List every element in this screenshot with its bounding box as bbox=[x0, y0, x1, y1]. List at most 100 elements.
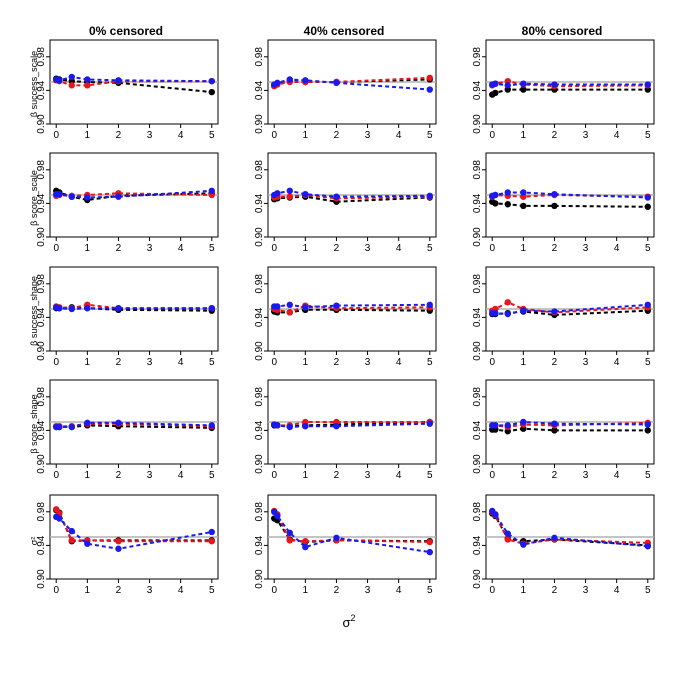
x-tick-label: 3 bbox=[583, 470, 589, 481]
x-tick-label: 0 bbox=[53, 357, 59, 368]
data-point-blue bbox=[426, 192, 433, 200]
x-tick-label: 3 bbox=[365, 470, 371, 481]
panel-beta-score-scale-0-censored: 0 1 2 3 4 5 0.90 0.94 0.98 bbox=[36, 152, 219, 254]
data-point-blue bbox=[68, 305, 75, 313]
series-line-black bbox=[273, 517, 430, 544]
x-tick-label: 0 bbox=[53, 470, 59, 481]
data-point-blue bbox=[68, 73, 75, 81]
data-point-black bbox=[492, 200, 499, 207]
y-tick-label: 0.90 bbox=[36, 114, 47, 134]
data-point-blue bbox=[56, 77, 63, 84]
data-point-blue bbox=[84, 194, 91, 201]
y-tick-label: 0.98 bbox=[472, 160, 483, 180]
x-tick-label: 2 bbox=[116, 357, 122, 368]
data-point-blue bbox=[492, 511, 499, 518]
data-point-blue bbox=[56, 515, 63, 522]
y-tick-label: 0.98 bbox=[254, 47, 265, 67]
data-point-blue bbox=[56, 423, 63, 431]
x-tick-label: 4 bbox=[614, 243, 620, 254]
x-tick-label: 3 bbox=[583, 130, 589, 141]
x-tick-label: 1 bbox=[85, 130, 91, 141]
y-tick-label: 0.98 bbox=[472, 387, 483, 407]
x-tick-label: 5 bbox=[645, 470, 651, 481]
data-point-blue bbox=[115, 193, 122, 200]
data-point-blue bbox=[274, 79, 281, 87]
data-point-black bbox=[208, 88, 215, 96]
y-tick-label: 0.90 bbox=[254, 454, 265, 474]
x-tick-label: 4 bbox=[396, 470, 402, 481]
data-point-black bbox=[644, 203, 651, 210]
y-tick-label: 0.94 bbox=[254, 535, 265, 555]
y-tick-label: 0.90 bbox=[36, 227, 47, 247]
x-axis-label-base: σ bbox=[342, 615, 350, 630]
data-point-blue bbox=[551, 308, 558, 315]
series-line-blue bbox=[273, 511, 430, 554]
x-tick-label: 3 bbox=[147, 585, 153, 596]
data-point-blue bbox=[302, 190, 309, 198]
y-tick-label: 0.94 bbox=[36, 535, 47, 555]
data-point-blue bbox=[644, 194, 651, 201]
y-tick-label: 0.98 bbox=[472, 47, 483, 67]
x-tick-label: 3 bbox=[365, 585, 371, 596]
data-point-blue bbox=[208, 77, 215, 85]
data-point-black bbox=[551, 427, 558, 434]
panel-beta-success-scale-80-censored: 0 1 2 3 4 5 0.90 0.94 0.98 bbox=[472, 39, 655, 141]
y-tick-label: 0.98 bbox=[36, 160, 47, 180]
data-point-blue bbox=[302, 77, 309, 84]
x-tick-label: 2 bbox=[116, 243, 122, 254]
data-point-blue bbox=[333, 79, 340, 87]
panel-sigma-squared-80-censored: 0 1 2 3 4 5 0.90 0.94 0.98 bbox=[472, 494, 655, 596]
y-tick-label: 0.90 bbox=[472, 227, 483, 247]
row-label-beta-success-shape: β success_shape bbox=[29, 276, 39, 346]
x-tick-label: 4 bbox=[614, 585, 620, 596]
x-tick-label: 1 bbox=[521, 470, 527, 481]
data-point-red bbox=[84, 82, 91, 89]
data-point-blue bbox=[644, 81, 651, 88]
x-tick-label: 1 bbox=[303, 470, 309, 481]
x-tick-label: 4 bbox=[614, 357, 620, 368]
x-tick-label: 4 bbox=[178, 470, 184, 481]
data-point-red bbox=[286, 193, 293, 200]
x-tick-label: 2 bbox=[552, 585, 558, 596]
y-tick-label: 0.98 bbox=[472, 274, 483, 294]
x-tick-label: 3 bbox=[365, 130, 371, 141]
x-tick-label: 2 bbox=[334, 585, 340, 596]
x-tick-label: 5 bbox=[209, 130, 215, 141]
x-tick-label: 4 bbox=[178, 130, 184, 141]
y-tick-label: 0.90 bbox=[472, 114, 483, 134]
data-point-red bbox=[115, 538, 122, 545]
y-tick-label: 0.94 bbox=[36, 193, 47, 213]
data-point-blue bbox=[520, 80, 527, 87]
data-point-blue bbox=[333, 302, 340, 309]
x-axis-label-superscript: 2 bbox=[351, 613, 356, 623]
data-point-red bbox=[286, 309, 293, 316]
y-tick-label: 0.94 bbox=[254, 193, 265, 213]
x-tick-label: 2 bbox=[334, 357, 340, 368]
y-tick-label: 0.90 bbox=[254, 227, 265, 247]
x-tick-label: 4 bbox=[178, 585, 184, 596]
x-tick-label: 2 bbox=[552, 470, 558, 481]
data-point-blue bbox=[520, 307, 527, 314]
series-line-black bbox=[492, 427, 648, 433]
panel-sigma-squared-0-censored: 0 1 2 3 4 5 0.90 0.94 0.98 bbox=[36, 494, 219, 596]
x-tick-label: 2 bbox=[334, 130, 340, 141]
data-point-blue bbox=[208, 304, 215, 312]
data-point-blue bbox=[84, 76, 91, 83]
x-tick-label: 1 bbox=[85, 243, 91, 254]
x-tick-label: 0 bbox=[53, 130, 59, 141]
x-tick-label: 2 bbox=[552, 357, 558, 368]
data-point-blue bbox=[286, 301, 293, 308]
y-tick-label: 0.94 bbox=[36, 307, 47, 327]
data-point-black bbox=[644, 427, 651, 434]
x-tick-label: 0 bbox=[271, 585, 277, 596]
x-tick-label: 3 bbox=[583, 357, 589, 368]
x-axis-label: σ2 bbox=[342, 613, 355, 630]
x-tick-label: 1 bbox=[521, 130, 527, 141]
data-point-blue bbox=[333, 534, 340, 542]
panel-beta-score-scale-40-censored: 0 1 2 3 4 5 0.90 0.94 0.98 bbox=[254, 152, 437, 254]
y-tick-label: 0.98 bbox=[36, 502, 47, 522]
data-point-blue bbox=[520, 418, 527, 426]
x-tick-label: 5 bbox=[645, 357, 651, 368]
y-tick-label: 0.98 bbox=[254, 387, 265, 407]
